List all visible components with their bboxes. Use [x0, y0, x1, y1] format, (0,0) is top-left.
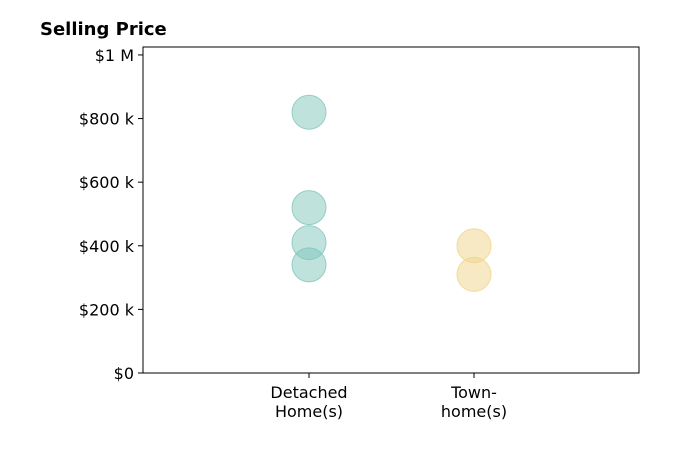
chart-marks [291, 94, 492, 292]
y-tick-label: $800 k [79, 110, 135, 129]
chart-axes: $0 $200 k $400 k $600 k $800 k $1 M Detached Ho… [79, 46, 507, 421]
y-tick-label: $1 M [95, 46, 134, 65]
x-tick-label: Town-home(s) [441, 383, 507, 421]
data-point-townhome [456, 256, 492, 292]
y-tick-label: $600 k [79, 173, 135, 192]
data-point-detached [291, 247, 327, 283]
chart-title: Selling Price [40, 19, 167, 40]
data-point-detached [291, 94, 327, 130]
plot-frame [142, 46, 640, 374]
x-tick-label: Detached Home(s) [270, 383, 347, 421]
y-tick-label: $200 k [79, 300, 135, 319]
y-tick-label: $400 k [79, 237, 135, 256]
y-tick-label: $0 [114, 364, 134, 383]
data-point-detached [291, 190, 327, 226]
